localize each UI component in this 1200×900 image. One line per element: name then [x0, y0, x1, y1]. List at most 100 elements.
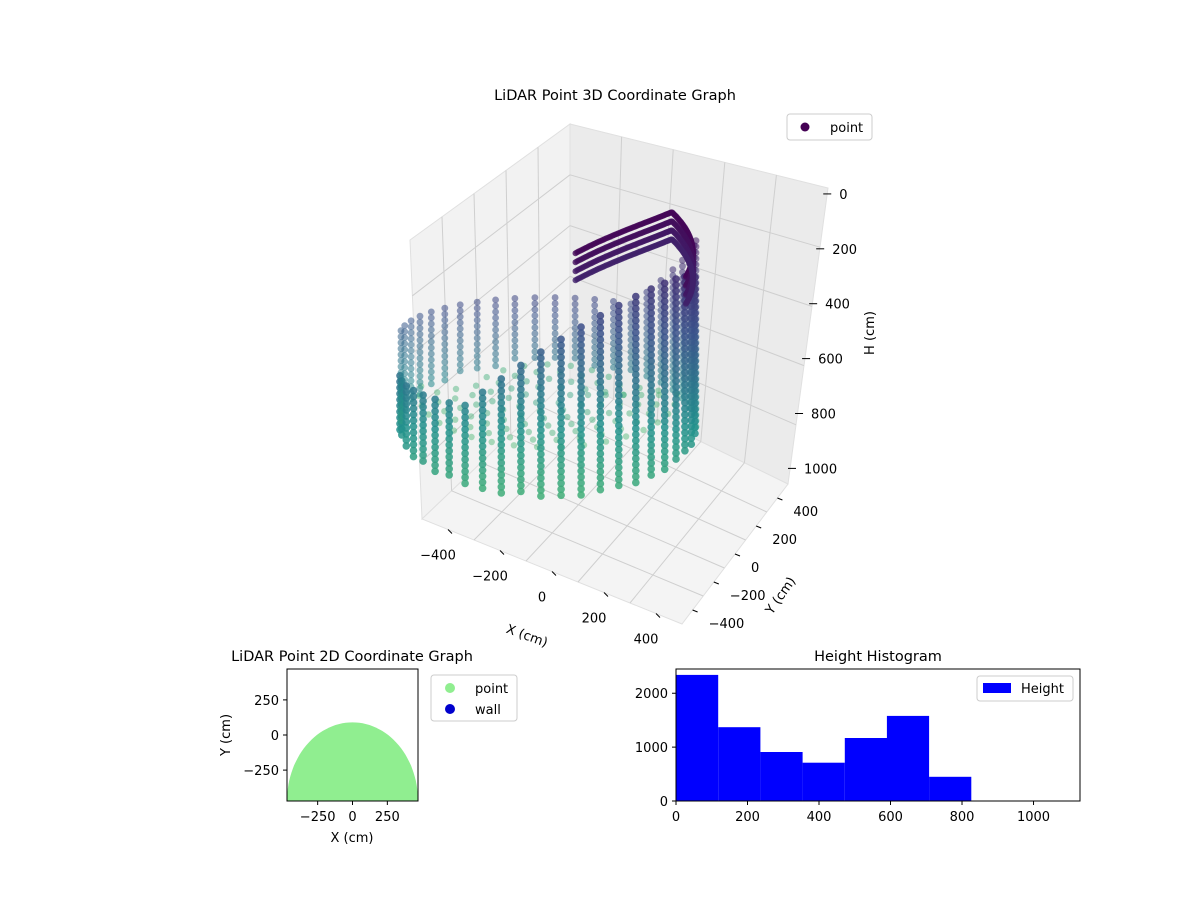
cloud-point	[655, 387, 662, 394]
cloud-point	[441, 352, 449, 360]
histogram-x-tick-label: 800	[950, 810, 975, 825]
legend-2d-label-point: point	[475, 682, 508, 697]
cloud-point	[687, 404, 696, 413]
cloud-point	[416, 330, 424, 338]
cloud-point	[531, 336, 539, 343]
cloud-point	[596, 407, 605, 416]
z-tick-label: 400	[825, 298, 850, 313]
x-tick-label: 200	[582, 612, 607, 627]
cloud-point	[647, 345, 655, 353]
cloud-point	[647, 327, 655, 335]
cloud-point	[557, 473, 565, 482]
cloud-point	[638, 391, 645, 399]
cloud-point	[419, 427, 427, 435]
cloud-point	[660, 309, 669, 318]
cloud-point	[537, 450, 545, 458]
histogram-frame	[675, 668, 1081, 802]
cloud-point	[687, 356, 696, 365]
cloud-point	[632, 310, 640, 319]
cloud-point	[596, 419, 605, 428]
cloud-point	[511, 319, 519, 326]
cloud-point	[402, 436, 411, 444]
cloud-point	[409, 410, 418, 419]
cloud-point	[461, 431, 469, 440]
cloud-point	[672, 419, 680, 427]
cloud-point	[615, 433, 623, 442]
cloud-point	[672, 341, 680, 349]
histogram-x-tick-label: 1000	[1017, 810, 1050, 825]
cloud-point	[537, 378, 545, 386]
cloud-point	[473, 358, 481, 366]
cloud-point	[632, 304, 640, 313]
cloud-point	[478, 406, 487, 415]
cloud-point	[497, 393, 506, 401]
cloud-point	[647, 471, 655, 479]
plot-area-2d: −250 0 250 250 0 −250	[243, 668, 419, 825]
cloud-point	[511, 355, 519, 362]
cloud-point	[511, 349, 519, 356]
cloud-point	[427, 374, 435, 382]
x-tick-mark	[603, 592, 609, 597]
cloud-point	[511, 325, 519, 332]
cloud-point	[537, 396, 545, 404]
histogram-bar	[929, 776, 972, 801]
cloud-point	[577, 485, 585, 493]
cloud-point	[660, 357, 669, 366]
cloud-point	[434, 389, 441, 396]
cloud-point	[660, 321, 669, 330]
cloud-point	[672, 305, 680, 313]
cloud-point	[681, 411, 689, 419]
cloud-point	[615, 415, 623, 424]
cloud-point	[557, 491, 565, 500]
cloud-point	[647, 405, 655, 413]
cloud-point	[660, 447, 669, 456]
cloud-point	[461, 437, 469, 446]
point-cloud-3d	[396, 209, 700, 500]
cloud-point	[551, 318, 559, 325]
z-axis-ticks-3d: 0 200 400 600 800 1000	[788, 188, 857, 477]
cloud-point	[672, 311, 680, 319]
cloud-point	[647, 351, 655, 359]
cloud-point	[402, 400, 411, 408]
cloud-point	[557, 485, 565, 494]
cloud-point	[687, 392, 696, 401]
x-tick-mark	[447, 529, 453, 534]
cloud-point	[687, 350, 696, 359]
cloud-point	[596, 473, 605, 482]
cloud-point	[401, 376, 409, 383]
cloud-point	[407, 323, 415, 331]
histogram-bar	[760, 752, 803, 801]
cloud-point	[478, 454, 487, 463]
cloud-point	[478, 424, 487, 433]
cloud-point	[672, 329, 680, 337]
cloud-point	[401, 322, 409, 329]
cloud-point	[571, 324, 579, 332]
legend-3d-label-point: point	[830, 121, 863, 136]
cloud-point	[577, 323, 585, 331]
cloud-point	[473, 298, 481, 306]
cloud-point	[577, 455, 585, 463]
cloud-point	[571, 330, 579, 338]
cloud-point	[517, 379, 525, 388]
cloud-point	[647, 369, 655, 377]
cloud-point	[647, 393, 655, 401]
cloud-point	[517, 361, 525, 370]
cloud-point	[517, 367, 525, 376]
chart-3d-title: LiDAR Point 3D Coordinate Graph	[494, 88, 736, 104]
cloud-point	[441, 340, 449, 348]
cloud-point	[497, 489, 506, 497]
cloud-point	[407, 341, 415, 349]
cloud-point	[517, 445, 525, 454]
cloud-point	[485, 429, 492, 437]
cloud-point	[687, 428, 696, 437]
grid-line	[700, 162, 726, 442]
cloud-point	[660, 387, 669, 396]
cloud-point	[497, 441, 506, 449]
cloud-point	[492, 302, 499, 310]
cloud-point	[419, 391, 427, 399]
cloud-point	[531, 300, 539, 307]
cloud-point	[523, 378, 530, 385]
histogram-bar	[676, 674, 719, 801]
cloud-point	[492, 350, 499, 358]
cloud-point	[551, 336, 559, 343]
